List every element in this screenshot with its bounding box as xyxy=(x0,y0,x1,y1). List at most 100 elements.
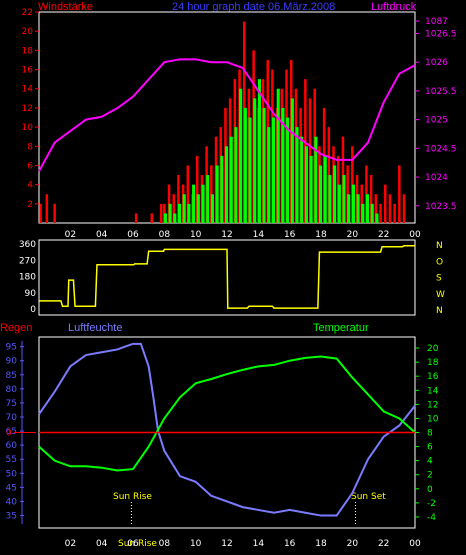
wind-y-tick-label: 14 xyxy=(22,85,34,95)
gust-bar xyxy=(347,194,351,223)
pressure-y-tick-label: 1025.5 xyxy=(425,87,457,97)
sunset-label: Sun Set xyxy=(351,492,386,502)
direction-compass-label: N xyxy=(436,306,443,316)
direction-compass-label: O xyxy=(436,257,443,267)
gust-bar xyxy=(262,107,266,223)
temperature-y-tick-label: -4 xyxy=(427,513,436,523)
gust-bar xyxy=(323,155,327,223)
wind-bar xyxy=(351,146,354,223)
sunrise-time-label: Sun Rise xyxy=(118,539,157,549)
lower-x-tick-label: 08 xyxy=(159,539,171,549)
wind-bar xyxy=(374,194,378,223)
gust-bar xyxy=(318,165,323,223)
temperature-line xyxy=(38,355,416,472)
gust-bar xyxy=(314,136,318,223)
temperature-y-tick-label: 2 xyxy=(427,471,433,481)
temperature-y-tick-label: -2 xyxy=(427,499,436,509)
wind-bar xyxy=(346,165,349,223)
wind-bar xyxy=(365,165,368,223)
lower-x-tick-label: 00 xyxy=(409,539,421,549)
direction-compass-label: N xyxy=(436,241,443,251)
wind-bar xyxy=(383,184,387,223)
pressure-y-tick-label: 1023.5 xyxy=(425,202,457,212)
wind-x-tick-label: 06 xyxy=(127,230,139,240)
wind-y-tick-label: 18 xyxy=(22,46,34,56)
humidity-axis-title: Luftfeuchte xyxy=(68,322,122,334)
gust-bar xyxy=(257,79,261,224)
direction-compass-label: S xyxy=(436,274,442,284)
wind-x-tick-label: 18 xyxy=(315,230,327,240)
gust-bar xyxy=(267,127,271,223)
humidity-y-tick-label: 50 xyxy=(6,469,18,479)
gust-bar xyxy=(196,194,200,223)
chart-title: 24 hour graph date 06.März.2008 xyxy=(172,1,335,13)
humidity-y-tick-label: 70 xyxy=(6,413,18,423)
temperature-y-tick-label: 6 xyxy=(427,443,433,453)
temperature-y-tick-label: 14 xyxy=(427,386,439,396)
direction-compass-label: W xyxy=(436,290,445,300)
gust-bar xyxy=(281,107,285,223)
lower-x-tick-label: 22 xyxy=(378,539,389,549)
lower-x-tick-label: 10 xyxy=(190,539,202,549)
gust-bar xyxy=(253,98,257,223)
wind-bar xyxy=(186,165,190,223)
lower-x-tick-label: 04 xyxy=(96,539,108,549)
rain-axis-title: Regen xyxy=(0,322,32,334)
gust-bar xyxy=(276,88,280,224)
pressure-axis-title: Luftdruck xyxy=(371,1,417,13)
lower-x-tick-label: 12 xyxy=(221,539,232,549)
sunrise-label: Sun Rise xyxy=(113,492,152,502)
gust-bar xyxy=(370,203,374,223)
gust-bar xyxy=(300,136,304,223)
gust-bar xyxy=(375,213,379,223)
gust-bar xyxy=(239,88,243,224)
lower-x-tick-label: 20 xyxy=(347,539,359,549)
gust-bar xyxy=(342,175,346,223)
pressure-y-tick-label: 1026.5 xyxy=(425,29,457,39)
wind-x-tick-label: 00 xyxy=(409,230,421,240)
lower-x-tick-label: 16 xyxy=(284,539,296,549)
direction-y-tick-label: 360 xyxy=(19,240,36,250)
gust-bar xyxy=(333,165,337,223)
humidity-y-tick-label: 90 xyxy=(6,357,18,367)
gust-bar xyxy=(290,98,294,223)
lower-x-tick-label: 14 xyxy=(253,539,265,549)
wind-y-tick-label: 8 xyxy=(27,142,33,152)
humidity-y-tick-label: 65 xyxy=(6,427,17,437)
wind-bar xyxy=(172,194,175,223)
gust-bar xyxy=(192,184,196,223)
gust-bar xyxy=(271,117,276,223)
wind-y-tick-label: 10 xyxy=(22,123,34,133)
wind-bar xyxy=(402,194,406,223)
rain-y-tick-label: 0 xyxy=(6,429,12,439)
wind-y-tick-label: 2 xyxy=(27,200,33,210)
humidity-y-tick-label: 80 xyxy=(6,385,18,395)
humidity-y-tick-label: 85 xyxy=(6,371,17,381)
wind-y-tick-label: 4 xyxy=(27,181,33,191)
lower-x-tick-label: 06 xyxy=(127,539,139,549)
gust-bar xyxy=(224,146,229,223)
gust-bar xyxy=(201,184,205,223)
wind-y-tick-label: 12 xyxy=(22,104,33,114)
wind-y-tick-label: 22 xyxy=(22,8,33,18)
wind-bar xyxy=(398,165,401,223)
wind-x-tick-label: 22 xyxy=(378,230,389,240)
gust-bar xyxy=(351,184,355,223)
humidity-line xyxy=(38,342,416,517)
humidity-y-tick-label: 75 xyxy=(6,399,17,409)
wind-bar xyxy=(45,194,49,223)
wind-x-tick-label: 08 xyxy=(159,230,171,240)
pressure-y-tick-label: 1025 xyxy=(425,116,448,126)
temperature-axis-title: Temperatur xyxy=(313,322,369,334)
humidity-y-tick-label: 60 xyxy=(6,441,18,451)
wind-bar xyxy=(134,213,138,223)
gust-bar xyxy=(337,184,341,223)
gust-bar xyxy=(210,194,214,223)
wind-x-tick-label: 20 xyxy=(347,230,359,240)
temperature-y-tick-label: 18 xyxy=(427,358,439,368)
wind-bar xyxy=(369,175,373,223)
humidity-y-tick-label: 40 xyxy=(6,497,18,507)
direction-y-tick-label: 270 xyxy=(19,256,36,266)
wind-x-tick-label: 04 xyxy=(96,230,108,240)
